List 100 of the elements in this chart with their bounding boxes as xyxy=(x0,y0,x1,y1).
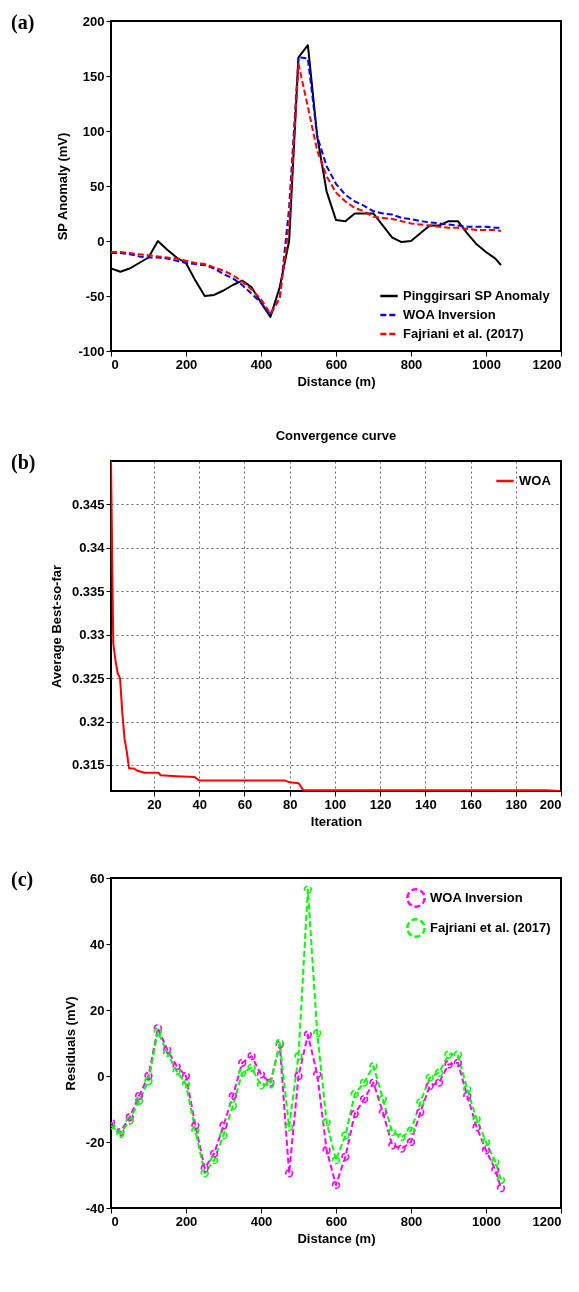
x-tick-label: 20 xyxy=(147,796,162,812)
point xyxy=(331,1156,341,1165)
y-tick-label: 40 xyxy=(90,936,105,952)
point xyxy=(491,1165,500,1175)
point xyxy=(406,1137,416,1147)
y-axis-title: Residuals (mV) xyxy=(62,996,78,1091)
y-tick-label: 50 xyxy=(90,178,105,194)
x-tick-label: 40 xyxy=(192,796,207,812)
legend-label: WOA Inversion xyxy=(403,307,496,322)
point xyxy=(491,1157,500,1166)
point xyxy=(453,1050,463,1059)
y-tick-label: 150 xyxy=(82,68,105,84)
point xyxy=(247,1052,256,1061)
point xyxy=(359,1078,369,1087)
point xyxy=(453,1058,463,1067)
y-tick-label: -50 xyxy=(85,288,105,304)
point xyxy=(313,1070,322,1079)
y-tick-label: 0.33 xyxy=(79,627,105,643)
x-axis-title: Distance (m) xyxy=(297,1230,376,1246)
point xyxy=(294,1052,303,1061)
point xyxy=(238,1058,247,1067)
point xyxy=(472,1114,481,1124)
x-tick-label: 160 xyxy=(460,796,482,812)
point xyxy=(463,1085,472,1094)
point xyxy=(378,1108,388,1117)
point xyxy=(406,1126,416,1135)
y-tick-label: 0.345 xyxy=(71,496,105,512)
point xyxy=(303,1030,313,1039)
legend-label: Fajriani et al. (2017) xyxy=(403,326,524,341)
x-tick-label: 120 xyxy=(369,796,392,812)
point xyxy=(378,1094,388,1104)
point xyxy=(322,1146,331,1155)
point xyxy=(350,1109,359,1119)
point xyxy=(313,1028,322,1038)
point xyxy=(397,1144,406,1153)
point xyxy=(425,1073,434,1082)
point xyxy=(134,1091,144,1100)
x-tick-label: 1000 xyxy=(472,1213,501,1229)
point xyxy=(350,1090,359,1099)
point xyxy=(256,1070,266,1079)
x-axis-title: Iteration xyxy=(310,813,363,829)
point xyxy=(209,1149,219,1158)
text: (c) xyxy=(11,868,34,891)
point xyxy=(181,1080,191,1089)
point xyxy=(172,1061,181,1071)
point xyxy=(481,1146,491,1155)
x-tick-label: 800 xyxy=(400,356,423,372)
point xyxy=(284,1169,294,1178)
x-tick-label: 1200 xyxy=(532,356,562,372)
x-tick-label: 400 xyxy=(250,1213,273,1229)
point xyxy=(388,1141,397,1150)
point xyxy=(434,1068,444,1077)
x-tick-label: 0 xyxy=(111,1213,119,1229)
x-tick-label: 600 xyxy=(325,1213,348,1229)
point xyxy=(191,1126,200,1135)
x-tick-label: 600 xyxy=(325,356,348,372)
point xyxy=(463,1091,472,1100)
point xyxy=(163,1048,172,1058)
y-tick-label: 0.32 xyxy=(79,714,105,730)
point xyxy=(144,1076,153,1086)
y-axis-title: SP Anomaly (mV) xyxy=(55,132,71,241)
x-tick-label: 1200 xyxy=(532,1213,562,1229)
legend-label: WOA xyxy=(519,473,552,488)
point xyxy=(444,1060,453,1069)
point xyxy=(416,1098,425,1107)
x-tick-label: 0 xyxy=(111,356,119,372)
point xyxy=(425,1081,434,1091)
point xyxy=(163,1045,172,1054)
y-tick-label: 100 xyxy=(82,123,105,139)
point xyxy=(369,1061,378,1071)
point xyxy=(341,1152,350,1161)
y-tick-label: 0 xyxy=(97,233,105,249)
x-tick-label: 800 xyxy=(400,1213,423,1229)
x-tick-label: 60 xyxy=(237,796,253,812)
y-tick-label: 200 xyxy=(82,13,105,29)
point xyxy=(219,1131,228,1140)
y-tick-label: 0.325 xyxy=(71,670,105,686)
y-tick-label: 60 xyxy=(90,870,105,886)
point xyxy=(172,1066,181,1076)
x-tick-label: 200 xyxy=(175,356,198,372)
point xyxy=(303,885,313,894)
point xyxy=(369,1078,378,1087)
point xyxy=(219,1121,228,1130)
point xyxy=(331,1180,341,1190)
y-axis-title: Average Best-so-far xyxy=(48,564,64,689)
point xyxy=(200,1169,209,1178)
point xyxy=(247,1063,256,1072)
point xyxy=(191,1121,200,1130)
point xyxy=(284,1123,294,1132)
x-tick-label: 180 xyxy=(505,796,528,812)
chart-title: Convergence curve xyxy=(275,428,397,443)
point xyxy=(228,1091,238,1100)
x-tick-label: 1000 xyxy=(472,356,501,372)
legend-label: WOA Inversion xyxy=(430,890,523,905)
y-tick-label: 0 xyxy=(97,1068,105,1084)
point xyxy=(397,1132,406,1142)
legend-label: Pinggirsari SP Anomaly xyxy=(403,288,551,303)
point xyxy=(209,1156,219,1165)
text: (a) xyxy=(11,11,35,34)
y-tick-label: 20 xyxy=(90,1002,105,1018)
